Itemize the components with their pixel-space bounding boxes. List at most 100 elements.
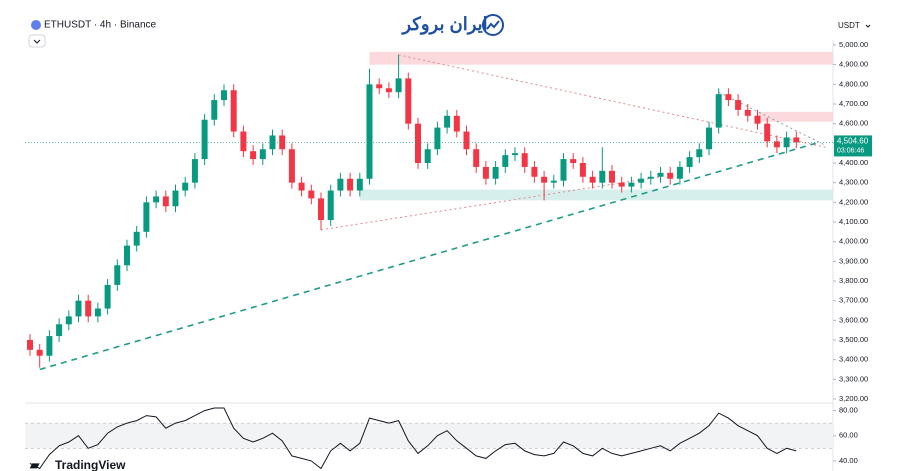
y-tick-label: 3,200.00 <box>839 394 868 403</box>
candle-body <box>27 340 33 350</box>
y-tick-label: 3,500.00 <box>839 335 868 344</box>
rsi-tick-label: 80.00 <box>839 406 858 415</box>
candle-body <box>589 176 596 183</box>
symbol-icon <box>31 20 41 30</box>
y-tick-label: 4,900.00 <box>839 60 868 69</box>
candle-body <box>395 78 402 93</box>
candle-body <box>492 166 499 179</box>
y-tick-label: 3,700.00 <box>839 296 868 305</box>
candle-body <box>609 170 615 183</box>
candle-body <box>618 182 625 187</box>
candle-body <box>725 94 732 101</box>
price-pane <box>27 51 833 371</box>
candle-body <box>46 336 53 356</box>
candle-body <box>308 190 315 199</box>
candle-body <box>667 172 674 179</box>
candle-body <box>512 153 518 156</box>
candle-body <box>337 178 344 191</box>
y-tick-label: 4,100.00 <box>839 217 868 226</box>
candle-body <box>259 149 266 160</box>
y-tick-label: 5,000.00 <box>839 40 868 49</box>
candle-body <box>114 265 121 285</box>
candle-body <box>279 135 286 150</box>
candle-body <box>715 94 722 128</box>
candle-body <box>647 176 654 179</box>
candle-body <box>201 119 208 160</box>
candle-body <box>298 182 305 191</box>
candle-body <box>531 166 538 177</box>
candle-body <box>550 180 557 183</box>
rsi-tick-label: 60.00 <box>839 431 858 440</box>
candle-body <box>638 178 645 183</box>
chevron-icon <box>33 39 41 44</box>
y-tick-label: 4,200.00 <box>839 197 868 206</box>
collapse-button[interactable] <box>28 34 46 48</box>
candle-body <box>696 149 703 158</box>
candle-body <box>36 349 43 356</box>
y-tick-label: 4,800.00 <box>839 79 868 88</box>
trendline <box>39 142 816 371</box>
y-tick-label: 3,800.00 <box>839 276 868 285</box>
candle-body <box>453 115 460 132</box>
rsi-line <box>29 407 797 470</box>
last-price-tag <box>834 135 872 157</box>
candle-body <box>541 176 548 183</box>
candle-body <box>415 123 421 163</box>
candle-body <box>773 141 780 148</box>
rsi-tick-label: 40.00 <box>839 456 858 465</box>
candle-body <box>65 316 72 325</box>
y-tick-label: 3,400.00 <box>839 355 868 364</box>
candle-body <box>783 137 790 148</box>
candle-body <box>764 123 771 142</box>
candle-body <box>191 159 198 183</box>
candle-body <box>104 284 111 309</box>
candle-body <box>211 100 218 120</box>
candle-body <box>444 115 451 128</box>
candle-body <box>230 90 237 132</box>
candle-body <box>657 172 664 177</box>
candle-body <box>327 190 334 221</box>
y-tick-label: 3,300.00 <box>839 374 868 383</box>
candle-body <box>482 166 489 179</box>
candle-body <box>434 127 441 150</box>
y-tick-label: 4,400.00 <box>839 158 868 167</box>
candle-body <box>143 202 150 232</box>
candle-body <box>599 170 606 183</box>
candle-body <box>706 127 712 150</box>
candle-body <box>424 149 431 163</box>
watermark-icon: ▰ <box>29 458 40 471</box>
candle-body <box>754 115 761 124</box>
candle-body <box>405 78 412 124</box>
candle-body <box>356 178 363 191</box>
brand-logo: ایران بروکر <box>400 14 487 35</box>
candle-body <box>318 198 324 221</box>
candle-body <box>133 231 140 246</box>
candle-body <box>250 151 257 160</box>
candle-body <box>385 88 392 93</box>
candle-body <box>676 166 683 179</box>
candle-body <box>172 190 179 207</box>
watermark: TradingView <box>55 458 126 471</box>
zone <box>757 111 833 122</box>
candle-body <box>347 178 354 191</box>
candle-body <box>75 300 82 317</box>
candle-body <box>94 308 101 317</box>
trendline <box>320 176 661 231</box>
candle-body <box>735 100 742 110</box>
y-tick-label: 4,600.00 <box>839 119 868 128</box>
currency-chevron <box>865 24 871 28</box>
currency-selector[interactable]: USDT <box>838 21 860 30</box>
candle-body <box>473 149 480 167</box>
candle-body <box>521 153 528 167</box>
candle-body <box>269 135 276 150</box>
zone <box>369 51 833 65</box>
y-tick-label: 4,000.00 <box>839 237 868 246</box>
candle-body <box>560 159 567 181</box>
zone <box>359 189 833 201</box>
candle-body <box>182 182 189 191</box>
y-tick-label: 3,900.00 <box>839 256 868 265</box>
candle-body <box>376 84 383 89</box>
y-tick-label: 4,700.00 <box>839 99 868 108</box>
